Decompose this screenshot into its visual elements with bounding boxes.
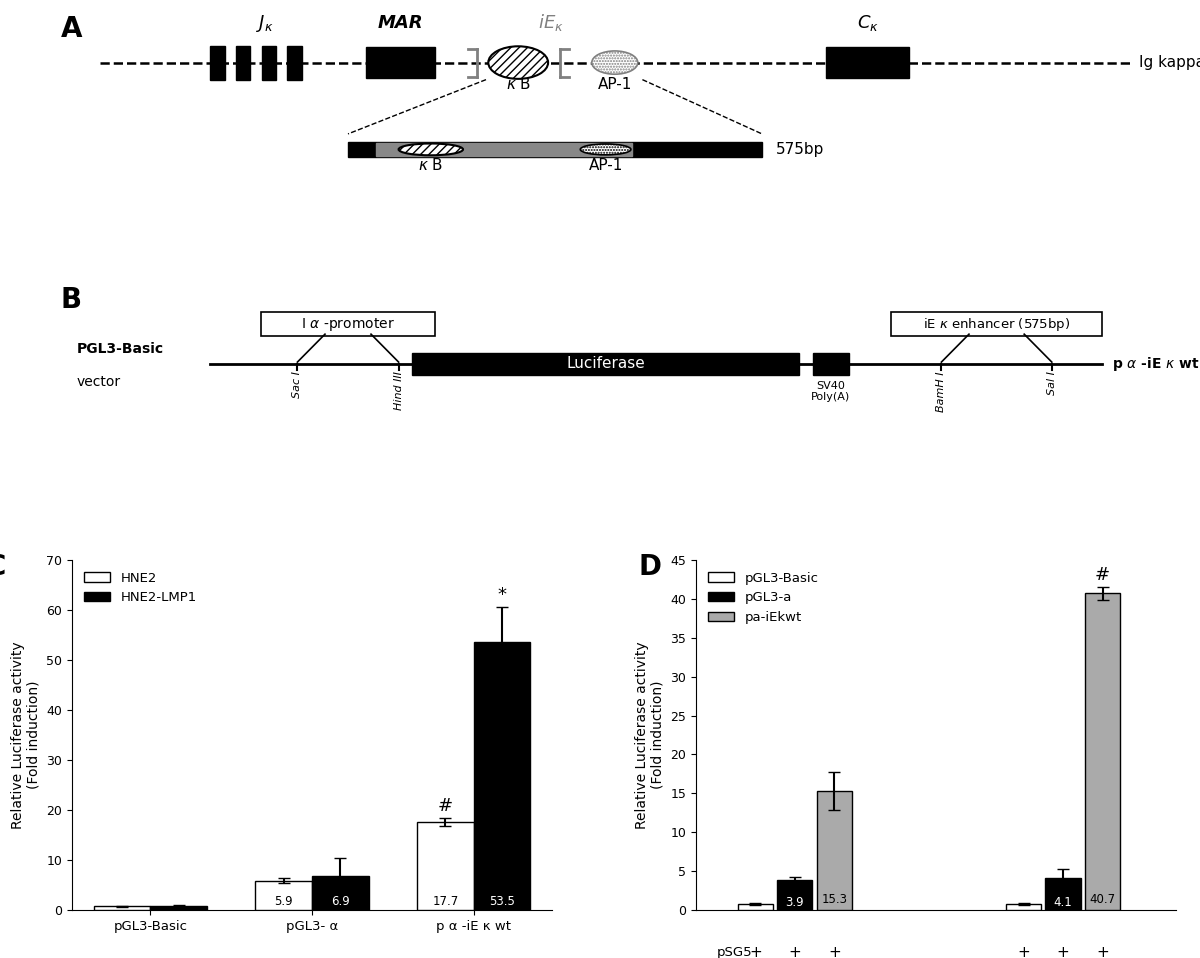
Bar [812, 353, 850, 376]
Bar [210, 46, 224, 80]
FancyBboxPatch shape [260, 312, 436, 336]
Bar [1006, 904, 1042, 910]
Bar [235, 46, 251, 80]
Legend: HNE2, HNE2-LMP1: HNE2, HNE2-LMP1 [78, 566, 203, 609]
Text: *: * [497, 586, 506, 604]
Text: B: B [61, 285, 82, 314]
Bar [474, 643, 530, 910]
Bar [418, 822, 474, 910]
Text: AP-1: AP-1 [588, 157, 623, 172]
Text: MAR: MAR [378, 14, 424, 33]
Y-axis label: Relative Luciferase activity
(Fold induction): Relative Luciferase activity (Fold induc… [11, 641, 41, 829]
Text: PGL3-Basic: PGL3-Basic [77, 343, 163, 356]
Text: +: + [1057, 946, 1069, 958]
Bar [287, 46, 302, 80]
Text: pSG5: pSG5 [718, 947, 752, 958]
Ellipse shape [488, 46, 548, 79]
Bar [738, 904, 773, 910]
Text: +: + [1018, 946, 1030, 958]
Text: SV40: SV40 [816, 380, 846, 391]
Bar [150, 905, 206, 910]
Text: 5.9: 5.9 [275, 895, 293, 908]
Text: D: D [638, 553, 661, 581]
Bar [256, 880, 312, 910]
Text: +: + [828, 946, 841, 958]
Bar [778, 879, 812, 910]
Bar [413, 353, 799, 376]
Text: #: # [438, 796, 452, 814]
Bar [827, 47, 910, 79]
Text: Ig kappa gene: Ig kappa gene [1139, 55, 1200, 70]
Text: A: A [61, 15, 83, 43]
Bar [312, 876, 368, 910]
Text: $iE_\kappa$: $iE_\kappa$ [538, 12, 563, 34]
Ellipse shape [398, 144, 463, 155]
Text: 15.3: 15.3 [821, 893, 847, 906]
Text: 575bp: 575bp [776, 142, 824, 157]
Text: AP-1: AP-1 [598, 77, 632, 92]
Text: p $\alpha$ -iE $\kappa$ wt: p $\alpha$ -iE $\kappa$ wt [1111, 354, 1199, 373]
Ellipse shape [592, 51, 638, 74]
Ellipse shape [581, 144, 631, 155]
Text: vector: vector [77, 376, 121, 389]
Text: $C_\kappa$: $C_\kappa$ [857, 13, 878, 34]
Bar [817, 791, 852, 910]
Text: Hind III: Hind III [394, 372, 403, 410]
Text: $\kappa$ B: $\kappa$ B [418, 156, 444, 172]
Text: BamH I: BamH I [936, 372, 947, 412]
Bar [376, 143, 632, 155]
Text: 17.7: 17.7 [432, 895, 458, 908]
Text: Poly(A): Poly(A) [811, 392, 851, 401]
Text: 40.7: 40.7 [1090, 893, 1116, 906]
Text: iE $\kappa$ enhancer (575bp): iE $\kappa$ enhancer (575bp) [923, 315, 1070, 332]
Text: 53.5: 53.5 [488, 895, 515, 908]
Bar [1085, 593, 1121, 910]
Bar [94, 906, 150, 910]
Text: 6.9: 6.9 [331, 895, 349, 908]
Text: C: C [0, 553, 6, 581]
Bar [348, 142, 762, 157]
Text: 3.9: 3.9 [786, 896, 804, 908]
Text: #: # [1096, 566, 1110, 584]
Text: 4.1: 4.1 [1054, 896, 1073, 908]
Bar [1045, 878, 1081, 910]
Text: I $\alpha$ -promoter: I $\alpha$ -promoter [301, 315, 395, 332]
Legend: pGL3-Basic, pGL3-a, pa-iEkwt: pGL3-Basic, pGL3-a, pa-iEkwt [702, 566, 824, 629]
Text: $\kappa$ B: $\kappa$ B [505, 76, 530, 92]
FancyBboxPatch shape [890, 312, 1103, 336]
Text: Sac I: Sac I [293, 372, 302, 399]
Text: +: + [1097, 946, 1109, 958]
Bar [262, 46, 276, 80]
Text: +: + [749, 946, 762, 958]
Text: Luciferase: Luciferase [566, 356, 644, 372]
Text: Sal I: Sal I [1046, 372, 1057, 396]
Text: +: + [788, 946, 802, 958]
Y-axis label: Relative Luciferase activity
(Fold induction): Relative Luciferase activity (Fold induc… [635, 641, 665, 829]
Text: $J_\kappa$: $J_\kappa$ [257, 13, 274, 34]
Bar [366, 47, 436, 79]
